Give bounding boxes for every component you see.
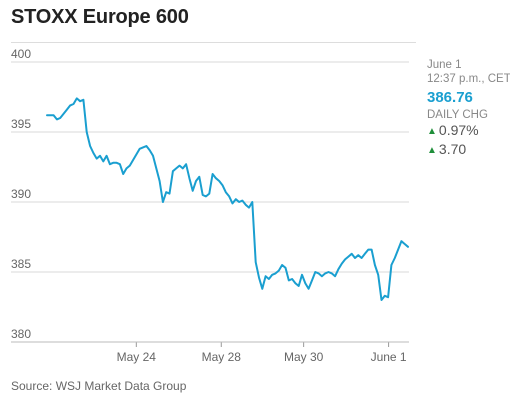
percent-change: ▲ 0.97% <box>427 122 507 141</box>
point-change: ▲ 3.70 <box>427 141 507 160</box>
daily-change-label: DAILY CHG <box>427 109 488 121</box>
line-chart[interactable]: 400 395 390 385 380 May 24 May 28 May 30 June 1 <box>0 0 510 375</box>
quote-date: June 1 <box>427 59 462 71</box>
point-change-value: 3.70 <box>438 141 467 157</box>
quote-panel: June 1 12:37 p.m., CET 386.76 DAILY CHG … <box>427 58 510 160</box>
up-arrow-icon: ▲ <box>427 126 437 137</box>
y-axis-tick-labels: 400 395 390 385 380 <box>11 47 31 341</box>
quote-time: 12:37 p.m., CET <box>427 73 510 85</box>
y-tick-label: 380 <box>11 327 31 341</box>
x-tick-label: June 1 <box>371 350 407 364</box>
series-line[interactable] <box>46 97 409 301</box>
up-arrow-icon: ▲ <box>427 145 437 156</box>
x-tick-label: May 24 <box>117 350 157 364</box>
x-axis-ticks: May 24 May 28 May 30 June 1 <box>117 342 407 364</box>
y-tick-label: 400 <box>11 47 31 61</box>
gridlines <box>11 61 409 273</box>
title-divider <box>11 42 416 43</box>
y-tick-label: 390 <box>11 187 31 201</box>
y-tick-label: 395 <box>11 117 31 131</box>
source-note: Source: WSJ Market Data Group <box>11 379 187 393</box>
y-tick-label: 385 <box>11 257 31 271</box>
last-price: 386.76 <box>427 89 473 106</box>
chart-title: STOXX Europe 600 <box>11 6 189 28</box>
x-tick-label: May 30 <box>284 350 324 364</box>
x-tick-label: May 28 <box>202 350 242 364</box>
percent-change-value: 0.97% <box>438 122 479 138</box>
